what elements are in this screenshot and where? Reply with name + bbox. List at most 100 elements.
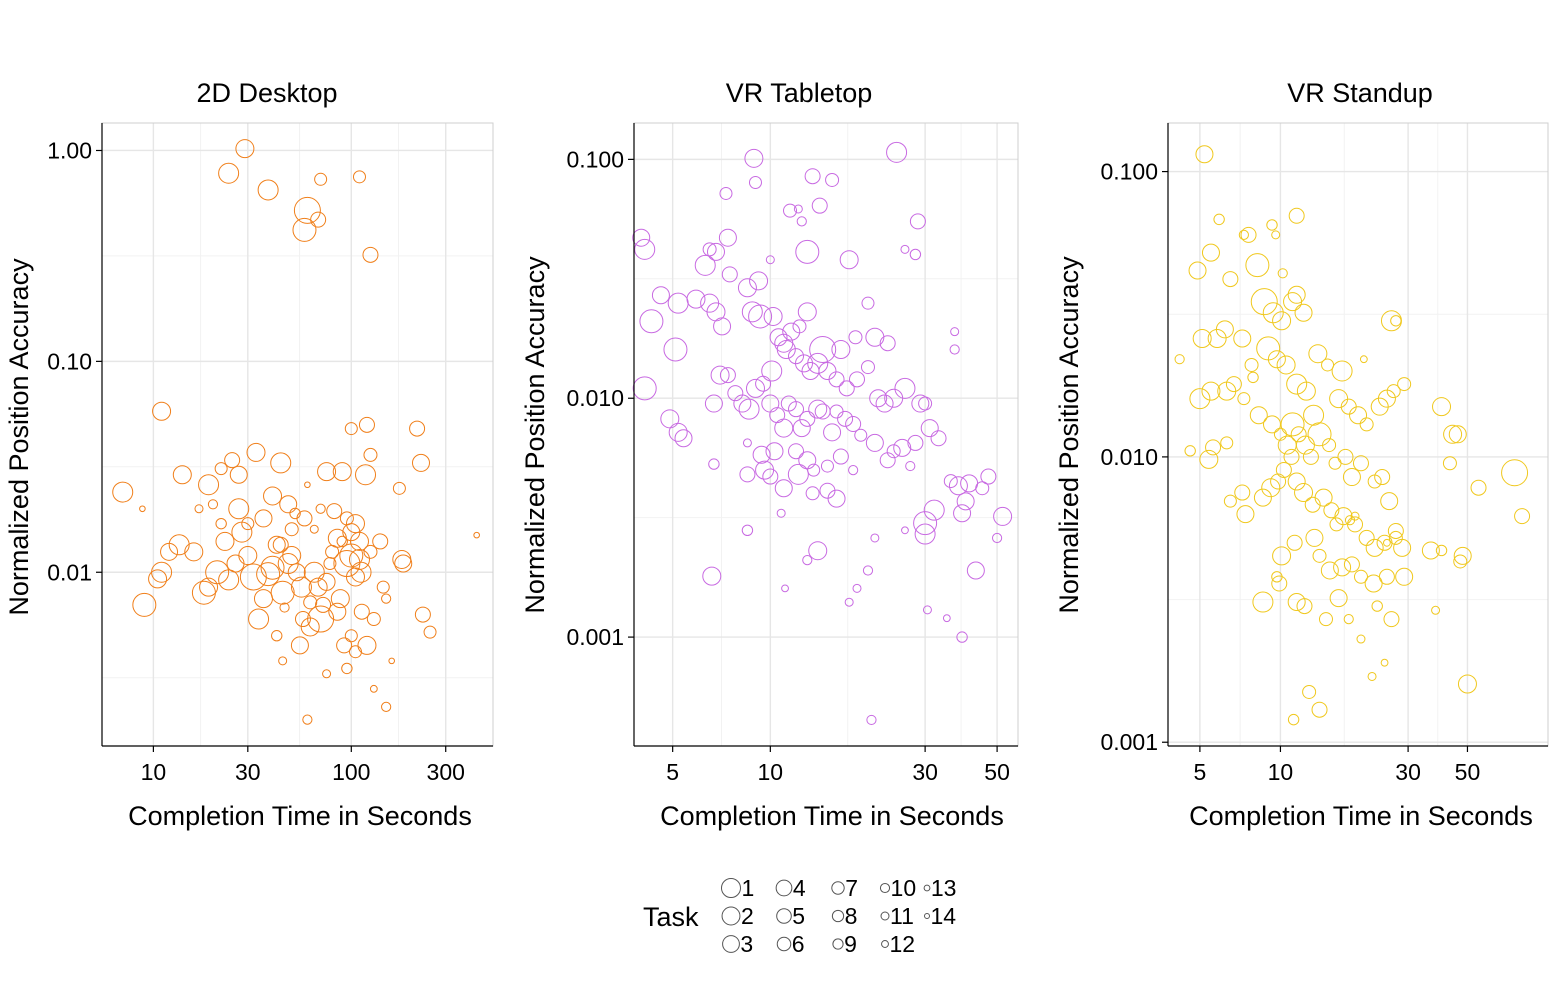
data-point xyxy=(632,228,651,247)
data-point xyxy=(1290,426,1307,443)
data-point xyxy=(1386,384,1401,399)
data-point xyxy=(663,337,688,362)
data-point xyxy=(1457,674,1477,694)
data-point xyxy=(284,522,299,537)
data-point xyxy=(765,255,775,265)
x-tick-label: 50 xyxy=(984,759,1010,785)
legend-item: 7 xyxy=(831,875,858,901)
y-tick-label: 0.100 xyxy=(1100,159,1158,185)
data-point xyxy=(1442,456,1457,471)
data-point xyxy=(294,611,311,628)
data-point xyxy=(674,429,693,448)
data-point xyxy=(755,375,772,392)
data-point xyxy=(1192,329,1212,349)
data-point xyxy=(241,517,255,531)
data-point xyxy=(639,309,664,334)
data-point xyxy=(350,561,372,583)
data-point xyxy=(901,526,909,535)
data-point xyxy=(362,246,379,263)
data-point xyxy=(860,360,875,375)
data-point xyxy=(392,481,406,495)
data-point xyxy=(1213,213,1225,226)
data-point xyxy=(823,423,842,442)
data-point xyxy=(363,544,378,559)
y-tick-label: 0.10 xyxy=(47,348,92,374)
data-point xyxy=(808,541,828,561)
legend-item: 2 xyxy=(721,903,754,929)
legend-key-circle xyxy=(831,909,845,923)
data-point xyxy=(260,555,285,580)
data-point xyxy=(749,271,769,291)
data-point xyxy=(414,606,431,623)
data-point xyxy=(870,533,880,543)
data-point xyxy=(1233,329,1252,348)
data-point xyxy=(314,172,328,186)
x-tick-label: 10 xyxy=(758,759,784,785)
data-point xyxy=(388,657,395,665)
data-point xyxy=(1236,505,1255,524)
data-point xyxy=(215,531,235,551)
data-point xyxy=(748,176,762,190)
data-point xyxy=(344,422,358,436)
y-tick-label: 0.001 xyxy=(1100,729,1158,755)
data-point xyxy=(837,410,854,427)
y-tick-label: 0.010 xyxy=(566,385,624,411)
data-point xyxy=(854,428,868,442)
data-point xyxy=(923,499,945,521)
data-point xyxy=(792,319,807,334)
data-point xyxy=(1237,392,1251,406)
legend-item: 12 xyxy=(881,931,915,957)
data-point xyxy=(1320,561,1339,580)
data-point xyxy=(1222,271,1239,288)
data-point xyxy=(1249,406,1268,425)
data-point xyxy=(332,462,352,482)
data-point xyxy=(238,546,258,566)
data-point xyxy=(1288,207,1305,224)
data-point xyxy=(718,228,737,247)
data-point xyxy=(308,577,328,597)
legend-item: 5 xyxy=(776,903,805,929)
data-point xyxy=(651,286,670,305)
data-point xyxy=(706,242,725,261)
data-point xyxy=(911,394,930,413)
data-point xyxy=(423,625,437,639)
data-point xyxy=(1174,354,1185,365)
legend-item: 13 xyxy=(923,875,956,901)
data-point xyxy=(1223,494,1237,508)
data-point xyxy=(702,566,722,586)
legend-item: 6 xyxy=(776,931,805,957)
data-point xyxy=(1272,311,1292,331)
y-axis-title: Normalized Position Accuracy xyxy=(520,256,550,614)
data-point xyxy=(1383,611,1400,628)
data-point xyxy=(862,565,874,576)
data-point xyxy=(686,289,706,309)
data-point xyxy=(1263,415,1282,434)
data-point xyxy=(1443,424,1463,444)
data-point xyxy=(205,560,230,585)
data-point xyxy=(905,460,916,472)
data-point xyxy=(820,459,834,473)
data-point xyxy=(411,453,430,472)
data-point xyxy=(809,335,837,363)
data-point xyxy=(741,301,763,323)
data-point xyxy=(956,492,975,511)
data-point xyxy=(1225,376,1242,393)
data-point xyxy=(774,479,793,498)
legend-key-circle xyxy=(776,908,792,924)
y-tick-label: 0.01 xyxy=(47,559,92,585)
legend-label: 6 xyxy=(792,931,805,957)
x-tick-label: 50 xyxy=(1455,759,1481,785)
data-point xyxy=(827,489,846,508)
data-point xyxy=(336,637,353,654)
data-point xyxy=(1448,425,1467,444)
data-point xyxy=(1201,381,1221,401)
data-point xyxy=(302,714,313,725)
data-point xyxy=(783,203,798,218)
data-point xyxy=(818,362,837,381)
data-point xyxy=(788,401,805,418)
data-point xyxy=(267,535,286,554)
data-point xyxy=(1244,357,1259,372)
data-point xyxy=(948,476,968,496)
data-point xyxy=(348,645,362,659)
